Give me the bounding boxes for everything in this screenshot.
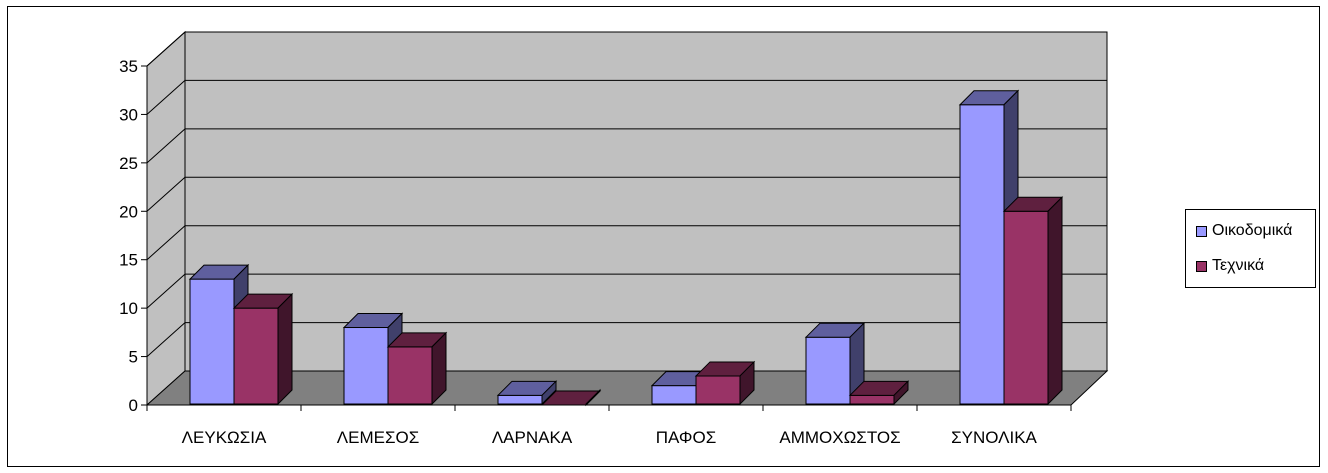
x-tick-label: ΛΕΥΚΩΣΙΑ xyxy=(182,428,267,447)
legend: Οικοδομικά Τεχνικά xyxy=(1185,209,1316,288)
bar-front xyxy=(695,375,741,405)
bar-side xyxy=(277,292,293,406)
bar-front xyxy=(1003,210,1049,405)
bars xyxy=(188,89,1064,407)
gridline xyxy=(146,322,1107,357)
bar xyxy=(848,380,910,406)
bar-front xyxy=(189,278,235,405)
bar-side xyxy=(739,360,755,406)
legend-label: Οικοδομικά xyxy=(1212,222,1293,239)
bar xyxy=(232,292,294,406)
bar xyxy=(694,360,756,406)
legend-swatch xyxy=(1196,260,1207,272)
y-tick-label: 0 xyxy=(129,396,138,415)
bar-side xyxy=(541,380,557,406)
side-wall xyxy=(146,30,186,407)
y-tick-label: 10 xyxy=(119,299,138,318)
bar-front xyxy=(849,394,895,405)
bar xyxy=(386,331,448,406)
x-tick-label: ΛΑΡΝΑΚΑ xyxy=(492,428,573,447)
bar-front xyxy=(805,336,851,405)
bar xyxy=(958,89,1020,406)
y-axis: 0 5 10 15 20 25 30 35 xyxy=(119,57,148,415)
y-tick-label: 25 xyxy=(119,154,138,173)
x-tick-label: ΠΑΦΟΣ xyxy=(656,428,716,447)
legend-swatch xyxy=(1196,225,1207,237)
bar-side xyxy=(893,380,909,406)
x-tick-label: ΣΥΝΟΛΙΚΑ xyxy=(951,428,1037,447)
bar-side xyxy=(585,388,601,407)
bar-front xyxy=(497,394,543,405)
gridline xyxy=(146,273,1107,309)
y-tick-label: 5 xyxy=(129,348,138,367)
y-tick-label: 20 xyxy=(119,202,138,221)
y-tick-label: 15 xyxy=(119,251,138,270)
y-tick-label: 35 xyxy=(119,57,138,76)
bar-side xyxy=(1047,196,1063,406)
x-axis: ΛΕΥΚΩΣΙΑ ΛΕΜΕΣΟΣ ΛΑΡΝΑΚΑ ΠΑΦΟΣ ΑΜΜΟΧΩΣΤΟΣ ΣΥΝ… xyxy=(146,404,1072,447)
legend-label: Τεχνικά xyxy=(1212,257,1265,274)
bar-side xyxy=(431,331,447,406)
bar-front xyxy=(387,346,433,405)
bar xyxy=(496,380,558,406)
legend-item-series-2: Τεχνικά xyxy=(1196,256,1264,276)
y-tick-label: 30 xyxy=(119,105,138,124)
gridline xyxy=(146,128,1107,164)
legend-item-series-1: Οικοδομικά xyxy=(1196,221,1292,241)
bar-front xyxy=(959,104,1005,405)
gridline xyxy=(146,31,1107,67)
gridline xyxy=(146,176,1107,212)
x-tick-label: ΑΜΜΟΧΩΣΤΟΣ xyxy=(779,428,900,447)
bar-front xyxy=(233,307,279,405)
x-tick-label: ΛΕΜΕΣΟΣ xyxy=(337,428,419,447)
gridlines xyxy=(146,31,1107,357)
bar-front xyxy=(343,327,389,405)
gridline xyxy=(146,79,1107,115)
bar xyxy=(1002,196,1064,406)
bar xyxy=(804,321,866,406)
gridline xyxy=(146,225,1107,261)
bar-front xyxy=(651,385,697,405)
